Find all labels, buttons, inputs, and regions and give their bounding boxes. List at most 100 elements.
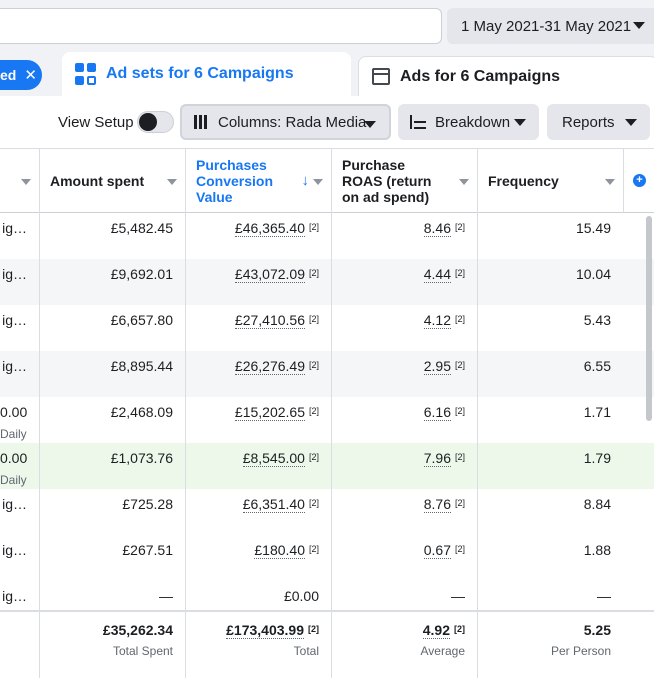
frequency-cell: 1.79: [583, 450, 611, 466]
table-row[interactable]: ig… £725.28 £6,351.40 [2] 8.76 [2] 8.84: [0, 489, 654, 535]
table-row[interactable]: 0.00 Daily £1,073.76 £8,545.00 [2] 7.96 [2] 1.7…: [0, 443, 654, 489]
attribution-note[interactable]: [2]: [308, 498, 319, 508]
attribution-note[interactable]: [2]: [454, 314, 465, 324]
frequency-cell: 10.04: [575, 266, 611, 282]
top-bar: 1 May 2021-31 May 2021: [0, 0, 654, 52]
conversion-value-cell: £0.00: [283, 588, 319, 604]
search-input[interactable]: [0, 8, 442, 44]
selected-campaigns-label: ed: [0, 67, 17, 83]
table-row[interactable]: ig… £267.51 £180.40 [2] 0.67 [2] 1.88: [0, 535, 654, 581]
table-row[interactable]: ig… £6,657.80 £27,410.56 [2] 4.12 [2] 5.43: [0, 305, 654, 351]
ad-sets-table: Amount spent Purchases Conversion Value …: [0, 148, 654, 678]
amount-spent-cell: £6,657.80: [110, 312, 173, 328]
roas-cell: 4.44 [2]: [423, 266, 465, 283]
sort-caret-icon: [313, 179, 323, 185]
sort-caret-icon: [459, 179, 469, 185]
column-divider: [477, 148, 478, 678]
conversion-value-cell: £27,410.56 [2]: [234, 312, 319, 329]
attribution-note[interactable]: [2]: [308, 222, 319, 232]
row-name-cell[interactable]: ig…: [2, 220, 27, 236]
row-name-cell[interactable]: ig…: [2, 266, 27, 282]
table-row[interactable]: ig… £5,482.45 £46,365.40 [2] 8.46 [2] 15.49: [0, 213, 654, 259]
conversion-value-cell: £6,351.40 [2]: [242, 496, 319, 513]
total-amount-spent: £35,262.34 Total Spent: [102, 622, 173, 658]
attribution-note[interactable]: [2]: [454, 222, 465, 232]
selected-campaigns-pill[interactable]: ed ✕: [0, 60, 42, 90]
frequency-cell: 1.71: [583, 404, 611, 420]
tab-ad-sets-label: Ad sets for 6 Campaigns: [106, 65, 294, 82]
reports-button-label: Reports: [562, 113, 615, 131]
row-name-cell[interactable]: ig…: [2, 358, 27, 374]
breakdown-button-label: Breakdown: [435, 113, 511, 131]
amount-spent-cell: £9,692.01: [110, 266, 173, 282]
attribution-note[interactable]: [2]: [454, 360, 465, 370]
attribution-note[interactable]: [2]: [454, 268, 465, 278]
conversion-value-cell: £43,072.09 [2]: [234, 266, 319, 283]
table-row[interactable]: ig… £9,692.01 £43,072.09 [2] 4.44 [2] 10.04: [0, 259, 654, 305]
frequency-cell: 15.49: [575, 220, 611, 236]
table-totals-row: £35,262.34 Total Spent £173,403.99 [2] To…: [0, 610, 654, 678]
table-row[interactable]: 0.00 Daily £2,468.09 £15,202.65 [2] 6.16 [2] 1.…: [0, 397, 654, 443]
column-divider: [185, 148, 186, 678]
columns-button[interactable]: Columns: Rada Media: [180, 104, 391, 140]
close-icon[interactable]: ✕: [24, 67, 37, 84]
frequency-cell: 5.43: [583, 312, 611, 328]
attribution-note[interactable]: [2]: [308, 544, 319, 554]
column-header-name[interactable]: [0, 149, 39, 213]
conversion-value-cell: £26,276.49 [2]: [234, 358, 319, 375]
columns-button-label: Columns: Rada Media: [218, 113, 367, 131]
add-column-icon[interactable]: +: [633, 174, 646, 187]
table-row[interactable]: ig… — £0.00 — —: [0, 581, 654, 627]
attribution-note[interactable]: [2]: [454, 544, 465, 554]
attribution-note[interactable]: [2]: [454, 452, 465, 462]
ad-sets-grid-icon: [75, 63, 97, 85]
attribution-note[interactable]: [2]: [308, 268, 319, 278]
tab-ad-sets[interactable]: Ad sets for 6 Campaigns: [62, 52, 351, 96]
reports-button[interactable]: Reports: [547, 104, 650, 140]
amount-spent-cell: £725.28: [122, 496, 173, 512]
column-header-roas[interactable]: Purchase ROAS (return on ad spend): [342, 149, 477, 213]
row-name-cell[interactable]: ig…: [2, 312, 27, 328]
row-name-cell[interactable]: 0.00: [0, 450, 28, 466]
toolbar: View Setup Columns: Rada Media Breakdown…: [0, 96, 654, 148]
conversion-value-cell: £8,545.00 [2]: [242, 450, 319, 467]
attribution-note[interactable]: [2]: [308, 452, 319, 462]
conversion-value-cell: £15,202.65 [2]: [234, 404, 319, 421]
column-header-conversion-value[interactable]: Purchases Conversion Value ↓: [196, 149, 331, 213]
chevron-down-icon: [625, 119, 637, 126]
column-divider: [623, 148, 624, 213]
view-setup-toggle[interactable]: [137, 111, 174, 133]
column-divider: [39, 148, 40, 678]
column-header-amount-spent[interactable]: Amount spent: [50, 149, 185, 213]
frequency-cell: —: [597, 588, 611, 604]
attribution-note[interactable]: [2]: [454, 406, 465, 416]
ads-window-icon: [372, 68, 390, 85]
row-budget-type: Daily: [0, 473, 27, 487]
conversion-value-cell: £180.40 [2]: [254, 542, 319, 559]
attribution-note[interactable]: [2]: [308, 406, 319, 416]
table-row[interactable]: ig… £8,895.44 £26,276.49 [2] 2.95 [2] 6.55: [0, 351, 654, 397]
row-budget-type: Daily: [0, 427, 27, 441]
date-range-picker[interactable]: 1 May 2021-31 May 2021: [447, 8, 654, 44]
attribution-note[interactable]: [2]: [454, 498, 465, 508]
roas-cell: 4.12 [2]: [423, 312, 465, 329]
attribution-note[interactable]: [2]: [308, 360, 319, 370]
conversion-value-cell: £46,365.40 [2]: [234, 220, 319, 237]
attribution-note[interactable]: [2]: [308, 314, 319, 324]
tab-ads[interactable]: Ads for 6 Campaigns: [358, 56, 654, 96]
chevron-down-icon: [364, 121, 376, 128]
row-name-cell[interactable]: ig…: [2, 496, 27, 512]
roas-cell: 8.76 [2]: [423, 496, 465, 513]
roas-cell: 7.96 [2]: [423, 450, 465, 467]
row-name-cell[interactable]: 0.00: [0, 404, 28, 420]
row-name-cell[interactable]: ig…: [2, 542, 27, 558]
total-roas: 4.92 [2] Average: [420, 622, 465, 658]
tab-ads-label: Ads for 6 Campaigns: [400, 67, 561, 85]
column-header-frequency[interactable]: Frequency: [488, 149, 623, 213]
breakdown-button[interactable]: Breakdown: [398, 104, 539, 140]
row-name-cell[interactable]: ig…: [2, 588, 27, 604]
frequency-cell: 6.55: [583, 358, 611, 374]
vertical-scrollbar[interactable]: [646, 216, 652, 421]
table-header: Amount spent Purchases Conversion Value …: [0, 148, 654, 213]
amount-spent-cell: £267.51: [122, 542, 173, 558]
